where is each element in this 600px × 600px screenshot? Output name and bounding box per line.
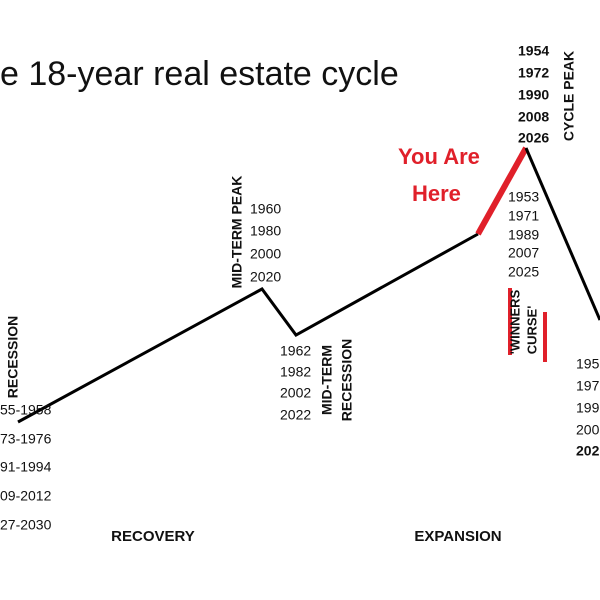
year-range: 73-1976 — [0, 431, 52, 447]
mid-term-peak-label: MID-TERM PEAK — [229, 176, 245, 289]
mid-term-recession-label: MID-TERM — [319, 345, 335, 415]
year: 1980 — [250, 223, 281, 239]
year: 2025 — [508, 264, 539, 280]
year-range: 55-1958 — [0, 402, 52, 418]
year: 2002 — [280, 385, 311, 401]
you-are-here-segment — [475, 146, 529, 236]
cycle-line — [17, 232, 479, 424]
year: 2007 — [508, 245, 539, 261]
cycle-line — [524, 147, 600, 321]
year: 195 — [576, 356, 600, 372]
year-range: 09-2012 — [0, 488, 52, 504]
year: 197 — [576, 378, 600, 394]
year-range: 91-1994 — [0, 459, 52, 475]
cycle-peak-label: CYCLE PEAK — [561, 51, 577, 141]
year: 199 — [576, 400, 600, 416]
year: 1982 — [280, 364, 311, 380]
year: 1989 — [508, 227, 539, 243]
year: 1960 — [250, 201, 281, 217]
year: 1990 — [518, 87, 549, 103]
year: 2026 — [518, 130, 549, 146]
you-are-here: Here — [412, 181, 461, 206]
year: 202 — [576, 443, 600, 459]
year: 1954 — [518, 43, 549, 59]
phase-label: EXPANSION — [414, 528, 501, 545]
year: 1953 — [508, 189, 539, 205]
year: 200 — [576, 422, 600, 438]
you-are-here: You Are — [398, 144, 480, 169]
year: 1972 — [518, 65, 549, 81]
year: 2000 — [250, 246, 281, 262]
phase-label: RECOVERY — [111, 528, 195, 545]
year: 2022 — [280, 407, 311, 423]
year: 2008 — [518, 109, 549, 125]
mid-term-recession-label: RECESSION — [339, 339, 355, 421]
winners-curse-label: 'WINNERS — [507, 289, 522, 354]
year: 1971 — [508, 208, 539, 224]
winners-curse-label: CURSE' — [524, 306, 539, 355]
year: 1962 — [280, 343, 311, 359]
year: 2020 — [250, 269, 281, 285]
title: e 18-year real estate cycle — [0, 55, 399, 93]
recession-label: RECESSION — [5, 316, 21, 398]
year-range: 27-2030 — [0, 517, 52, 533]
